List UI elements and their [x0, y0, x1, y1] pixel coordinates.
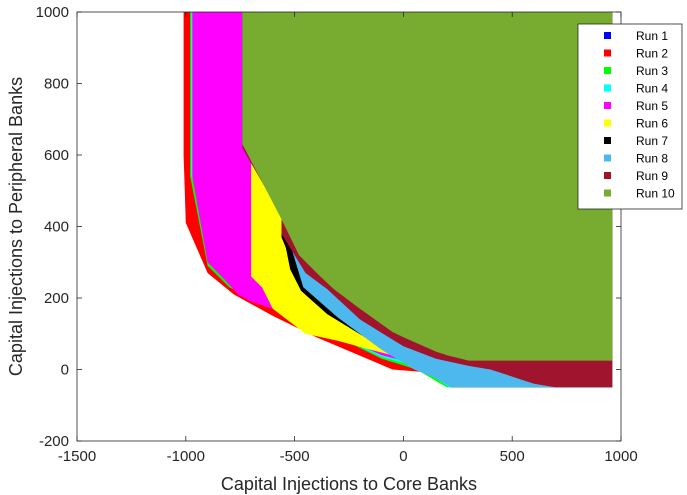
- legend-swatch: [604, 102, 611, 109]
- legend-entry-label: Run 9: [636, 169, 668, 183]
- legend-box: [577, 23, 683, 210]
- y-axis-label: Capital Injections to Peripheral Banks: [6, 77, 26, 376]
- x-tick-label: 1000: [604, 448, 637, 465]
- y-tick-label: 600: [44, 147, 69, 164]
- series-region-run-10: [242, 12, 613, 361]
- x-axis-ticks: -1500 -1000 -500 0 500 1000: [58, 12, 638, 465]
- legend-swatch: [604, 119, 611, 127]
- legend-entry-label: Run 8: [636, 152, 668, 166]
- legend-swatch: [604, 32, 611, 39]
- x-tick-label: -1500: [58, 448, 96, 465]
- legend-swatch: [604, 67, 611, 74]
- legend-entry-label: Run 2: [636, 47, 668, 61]
- x-axis-label: Capital Injections to Core Banks: [221, 474, 477, 494]
- series-fills: [183, 12, 613, 388]
- legend-swatch: [604, 154, 611, 162]
- x-tick-label: -1000: [167, 448, 205, 465]
- y-tick-label: 1000: [36, 4, 69, 21]
- legend: Run 1 Run 2 Run 3 Run 4 Run 5 Run 6 Run 7 Run 8…: [577, 23, 683, 210]
- legend-swatch: [604, 189, 611, 197]
- x-tick-label: 0: [399, 448, 407, 465]
- y-tick-label: 800: [44, 76, 69, 93]
- legend-swatch: [604, 84, 611, 92]
- legend-entry-label: Run 4: [636, 82, 668, 96]
- x-tick-label: -500: [280, 448, 310, 465]
- legend-entry-label: Run 7: [636, 134, 668, 148]
- y-tick-label: -200: [39, 433, 69, 450]
- x-tick-label: 500: [500, 448, 525, 465]
- legend-entry-label: Run 6: [636, 117, 668, 131]
- legend-swatch: [604, 137, 611, 144]
- legend-entry-label: Run 3: [636, 64, 668, 78]
- legend-swatch: [604, 172, 611, 179]
- legend-swatch: [604, 49, 611, 57]
- legend-entry-label: Run 5: [636, 99, 668, 113]
- y-tick-label: 0: [61, 362, 69, 379]
- legend-entry-label: Run 10: [636, 187, 675, 201]
- y-tick-label: 200: [44, 290, 69, 307]
- legend-entry-label: Run 1: [636, 29, 668, 43]
- y-axis-ticks: -200 0 200 400 600 800 1000: [36, 4, 621, 450]
- y-tick-label: 400: [44, 219, 69, 236]
